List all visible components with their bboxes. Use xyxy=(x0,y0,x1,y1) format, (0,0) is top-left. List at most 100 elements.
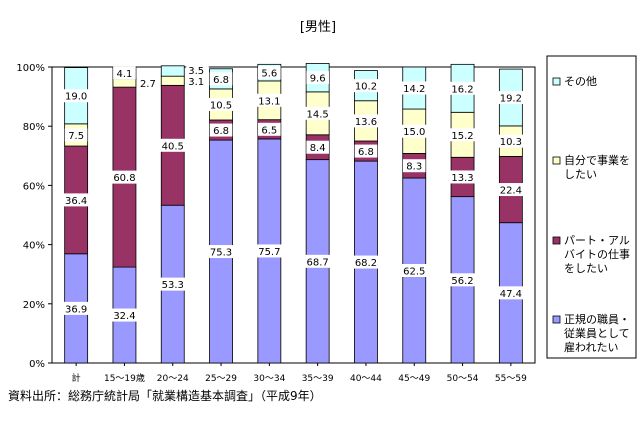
data-label: 8.4 xyxy=(310,143,326,154)
data-label: 47.4 xyxy=(500,289,522,300)
data-label: 2.7 xyxy=(140,79,156,90)
plot-frame xyxy=(51,66,536,364)
data-label: 75.3 xyxy=(210,248,232,259)
data-label: 14.2 xyxy=(403,84,425,95)
y-tick-label: 60% xyxy=(23,181,45,192)
data-label: 13.6 xyxy=(355,117,377,128)
y-tick-label: 20% xyxy=(23,300,45,311)
data-label-bg xyxy=(496,134,526,148)
data-label: 16.2 xyxy=(451,84,473,95)
data-label-bg xyxy=(351,79,381,93)
data-label-bg xyxy=(448,128,477,142)
data-label-bg xyxy=(399,81,429,95)
data-label-bg xyxy=(110,170,139,184)
data-label-bg xyxy=(137,76,161,90)
data-label: 60.8 xyxy=(113,173,135,184)
category-label: 25～29 xyxy=(205,374,237,384)
data-label-bg xyxy=(61,89,91,103)
category-label: 45～49 xyxy=(398,374,430,384)
legend: その他自分で事業をしたいパート・アルバイトの仕事をしたい正規の職員・従業員として… xyxy=(546,55,637,359)
data-label: 15.2 xyxy=(451,131,473,142)
plot-area: 0% 20% 40% 60% 80% 100% 36.9 36.4 7.5 19.0 計 32.4 60… xyxy=(16,63,536,384)
data-label: 13.1 xyxy=(258,96,280,107)
data-label: 53.3 xyxy=(162,280,184,291)
data-label: 13.3 xyxy=(451,173,473,184)
data-label-bg xyxy=(158,138,188,152)
data-label: 22.4 xyxy=(500,186,522,197)
legend-label: 従業員として xyxy=(564,327,630,340)
data-label-bg xyxy=(351,114,381,128)
y-tick-label: 80% xyxy=(23,122,45,133)
legend-swatch xyxy=(552,315,561,324)
legend-label: バイトの仕事 xyxy=(564,248,630,261)
data-label: 8.3 xyxy=(406,162,422,173)
data-label: 10.5 xyxy=(210,100,232,111)
data-label-bg xyxy=(496,183,526,197)
category-label: 15～19歳 xyxy=(104,372,145,384)
data-label-bg xyxy=(61,193,91,207)
data-label: 6.5 xyxy=(261,125,277,136)
data-label-bg xyxy=(254,244,284,258)
data-label: 56.2 xyxy=(451,276,473,287)
data-label-bg xyxy=(448,273,477,287)
data-label: 40.5 xyxy=(162,141,184,152)
data-label-bg xyxy=(306,71,329,85)
category-label: 35～39 xyxy=(302,374,334,384)
data-label: 10.2 xyxy=(355,82,377,93)
category-label: 40～44 xyxy=(350,374,382,384)
legend-swatch xyxy=(552,77,561,86)
y-tick-label: 0% xyxy=(29,359,45,370)
data-label-bg xyxy=(402,159,426,173)
data-label: 32.4 xyxy=(113,311,135,322)
data-label-bg xyxy=(399,124,429,138)
data-label: 62.5 xyxy=(403,267,425,278)
data-label-bg xyxy=(306,140,329,154)
data-label: 6.8 xyxy=(213,126,229,137)
legend-swatch xyxy=(552,156,561,165)
legend-label: パート・アル xyxy=(564,234,630,247)
data-label-bg xyxy=(448,81,477,95)
chart-title: [男性] xyxy=(300,20,336,35)
bar-segment xyxy=(160,75,185,86)
data-label: 15.0 xyxy=(403,127,425,138)
data-label-bg xyxy=(254,93,284,107)
data-label-bg xyxy=(186,74,209,88)
data-label-bg xyxy=(448,170,477,184)
data-label: 5.6 xyxy=(261,69,277,80)
data-label-bg xyxy=(206,245,236,259)
data-label: 19.0 xyxy=(65,92,87,103)
data-label-bg xyxy=(64,128,88,142)
data-label-bg xyxy=(303,106,333,120)
data-label-bg xyxy=(209,72,233,86)
legend-label: 雇われたい xyxy=(564,340,618,354)
data-label-bg xyxy=(351,255,381,269)
data-label-bg xyxy=(258,122,281,136)
data-label-bg xyxy=(186,63,209,77)
data-label: 19.2 xyxy=(500,93,522,104)
legend-label: その他 xyxy=(564,75,597,88)
legend-label: 正規の職員・ xyxy=(564,312,630,326)
category-label: 50～54 xyxy=(447,374,479,384)
data-label: 68.2 xyxy=(355,258,377,269)
data-label-bg xyxy=(110,308,139,322)
legend-box xyxy=(546,55,637,359)
category-label: 計 xyxy=(72,372,81,384)
data-label: 68.7 xyxy=(307,257,329,268)
data-label-bg xyxy=(496,286,526,300)
legend-label: をしたい xyxy=(564,262,608,275)
data-label-bg xyxy=(399,264,429,277)
data-label-bg xyxy=(258,66,281,80)
data-label: 36.4 xyxy=(65,196,87,207)
bar-segment xyxy=(160,65,185,77)
data-label: 3.5 xyxy=(188,66,204,77)
data-label-bg xyxy=(354,144,378,158)
category-label: 55～59 xyxy=(495,374,527,384)
category-label: 20～24 xyxy=(157,374,189,384)
data-label: 3.1 xyxy=(188,77,204,88)
data-label: 6.8 xyxy=(358,147,374,158)
y-tick-label: 40% xyxy=(23,241,45,252)
data-label: 6.8 xyxy=(213,75,229,86)
legend-swatch xyxy=(552,236,561,245)
data-label-bg xyxy=(209,123,233,137)
category-label: 30～34 xyxy=(253,374,285,384)
